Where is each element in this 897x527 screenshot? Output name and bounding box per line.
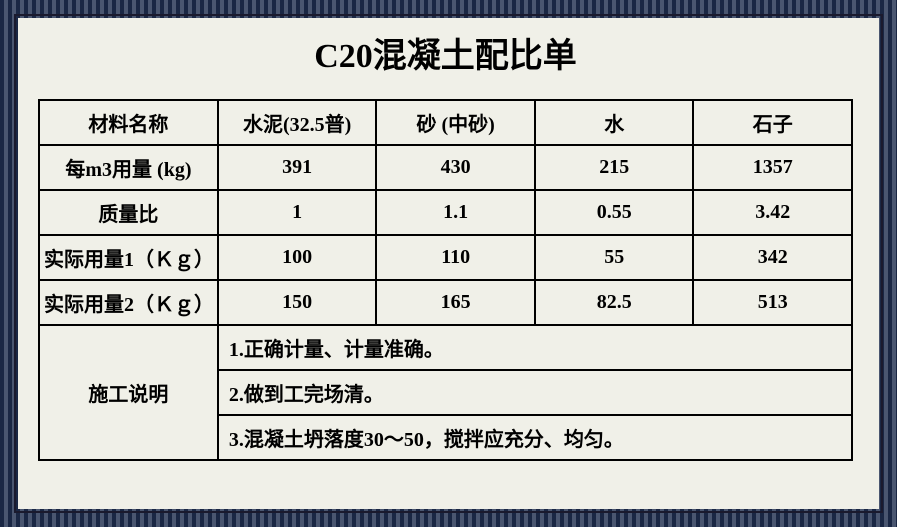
cell-value: 430 <box>376 145 535 190</box>
header-stone: 石子 <box>693 100 852 145</box>
cell-value: 165 <box>376 280 535 325</box>
notes-row: 施工说明 1.正确计量、计量准确。 <box>39 325 852 370</box>
row-label: 质量比 <box>39 190 218 235</box>
row-label: 实际用量1（Ｋｇ） <box>39 235 218 280</box>
cell-value: 342 <box>693 235 852 280</box>
note-item: 2.做到工完场清。 <box>218 370 852 415</box>
notes-label: 施工说明 <box>39 325 218 460</box>
page-title: C20混凝土配比单 <box>38 28 853 77</box>
row-label: 实际用量2（Ｋｇ） <box>39 280 218 325</box>
row-label: 每m3用量 (kg) <box>39 145 218 190</box>
cell-value: 110 <box>376 235 535 280</box>
table-header-row: 材料名称 水泥(32.5普) 砂 (中砂) 水 石子 <box>39 100 852 145</box>
header-cement: 水泥(32.5普) <box>218 100 377 145</box>
cell-value: 391 <box>218 145 377 190</box>
cell-value: 1 <box>218 190 377 235</box>
cell-value: 1357 <box>693 145 852 190</box>
table-row: 质量比 1 1.1 0.55 3.42 <box>39 190 852 235</box>
table-row: 实际用量2（Ｋｇ） 150 165 82.5 513 <box>39 280 852 325</box>
note-item: 1.正确计量、计量准确。 <box>218 325 852 370</box>
document-content: C20混凝土配比单 材料名称 水泥(32.5普) 砂 (中砂) 水 石子 每m3… <box>18 18 879 509</box>
table-row: 实际用量1（Ｋｇ） 100 110 55 342 <box>39 235 852 280</box>
cell-value: 215 <box>535 145 694 190</box>
cell-value: 0.55 <box>535 190 694 235</box>
cell-value: 100 <box>218 235 377 280</box>
cell-value: 82.5 <box>535 280 694 325</box>
header-sand: 砂 (中砂) <box>376 100 535 145</box>
header-water: 水 <box>535 100 694 145</box>
header-material-name: 材料名称 <box>39 100 218 145</box>
table-row: 每m3用量 (kg) 391 430 215 1357 <box>39 145 852 190</box>
cell-value: 150 <box>218 280 377 325</box>
cell-value: 1.1 <box>376 190 535 235</box>
cell-value: 55 <box>535 235 694 280</box>
note-item: 3.混凝土坍落度30～50，搅拌应充分、均匀。 <box>218 415 852 460</box>
cell-value: 513 <box>693 280 852 325</box>
cell-value: 3.42 <box>693 190 852 235</box>
mix-ratio-table: 材料名称 水泥(32.5普) 砂 (中砂) 水 石子 每m3用量 (kg) 39… <box>38 99 853 461</box>
